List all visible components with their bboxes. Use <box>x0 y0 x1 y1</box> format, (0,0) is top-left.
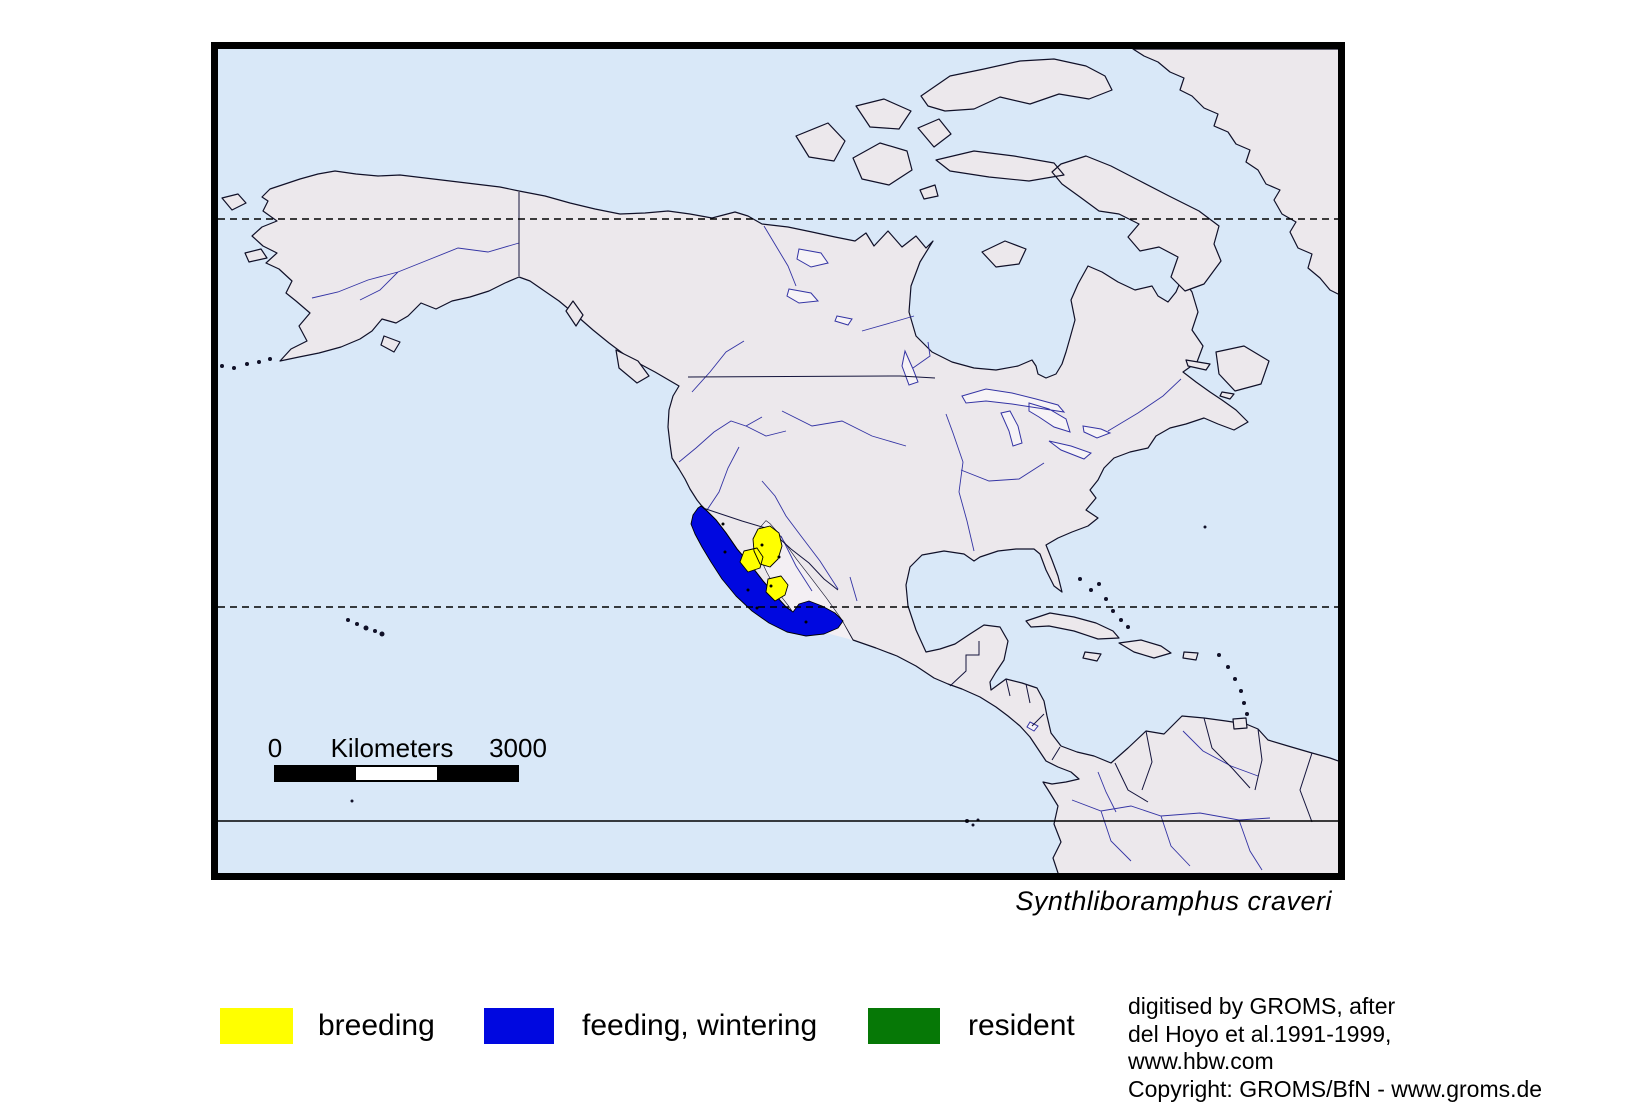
credit-line: Copyright: GROMS/BfN - www.groms.de <box>1128 1075 1543 1102</box>
credit-line: del Hoyo et al.1991-1999, <box>1128 1020 1392 1047</box>
map-canvas: 0 Kilometers 3000 <box>218 49 1338 873</box>
mainland-landmass <box>251 170 1338 873</box>
scale-bar-start-label: 0 <box>268 733 282 763</box>
country-borders <box>518 192 1313 823</box>
scale-bar: 0 Kilometers 3000 <box>268 733 547 782</box>
credit-line: www.hbw.com <box>1128 1048 1274 1074</box>
credit-line: digitised by GROMS, after <box>1128 993 1396 1019</box>
legend-label-feeding-wintering: feeding, wintering <box>582 1009 818 1042</box>
credits-block: digitised by GROMS, after del Hoyo et al… <box>1128 993 1542 1103</box>
legend-label-breeding: breeding <box>318 1009 435 1042</box>
scale-bar-end-label: 3000 <box>489 733 547 763</box>
species-title: Synthliboramphus craveri <box>1015 886 1332 916</box>
coastal-islands <box>221 193 1270 730</box>
small-island-dots <box>220 357 1249 827</box>
legend-swatch-feeding-wintering <box>484 1008 554 1044</box>
feeding-wintering-area <box>690 505 844 637</box>
scale-bar-unit-label: Kilometers <box>331 733 454 763</box>
rivers <box>311 225 1271 871</box>
scale-bar-segment-right <box>437 766 518 781</box>
arctic-islands <box>795 58 1222 292</box>
legend-swatch-breeding <box>220 1008 293 1044</box>
map-frame: 0 Kilometers 3000 <box>211 42 1345 880</box>
baja-island-specks <box>721 522 808 624</box>
legend-swatch-resident <box>868 1008 940 1044</box>
legend-label-resident: resident <box>968 1009 1075 1042</box>
scale-bar-segment-left <box>275 766 356 781</box>
breeding-area <box>739 525 789 602</box>
great-lakes <box>786 248 1112 732</box>
greenland-landmass <box>1132 49 1338 295</box>
